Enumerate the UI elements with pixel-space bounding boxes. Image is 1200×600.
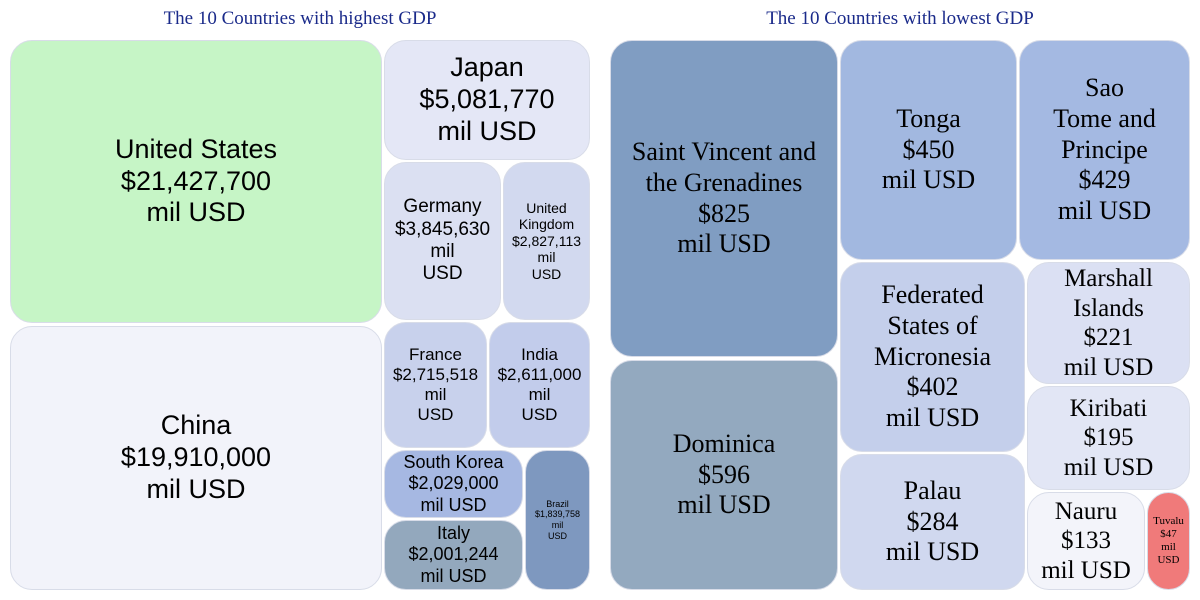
treemap-tile: Dominica $596 mil USD <box>610 360 838 590</box>
tile-gdp-value: $21,427,700 <box>120 165 272 196</box>
tile-country-name: Japan <box>450 52 524 83</box>
treemap-tile: India $2,611,000 mil USD <box>489 322 590 448</box>
tile-gdp-value: $429 <box>1078 165 1131 195</box>
tile-unit: mil USD <box>422 241 463 285</box>
tile-gdp-value: $3,845,630 <box>394 218 491 240</box>
treemap-tile: France $2,715,518 mil USD <box>384 322 487 448</box>
tile-country-name: Kiribati <box>1069 394 1148 422</box>
tile-country-name: Sao Tome and Principe <box>1053 73 1156 164</box>
treemap-tile: Marshall Islands $221 mil USD <box>1027 262 1190 384</box>
tile-gdp-value: $5,081,770 <box>419 84 555 115</box>
tile-unit: mil USD <box>881 165 976 195</box>
tile-gdp-value: $19,910,000 <box>120 442 272 473</box>
tile-country-name: Federated States of Micronesia <box>874 280 991 371</box>
lowest-gdp-title: The 10 Countries with lowest GDP <box>766 8 1034 29</box>
tile-unit: mil USD <box>531 249 562 282</box>
treemap-tile: Brazil $1,839,758 mil USD <box>525 450 590 590</box>
tile-unit: mil USD <box>547 520 567 541</box>
tile-country-name: Marshall Islands <box>1064 265 1153 322</box>
treemap-tile: South Korea $2,029,000 mil USD <box>384 450 523 518</box>
treemap-tile: Japan $5,081,770 mil USD <box>384 40 590 160</box>
tile-gdp-value: $47 <box>1160 528 1177 541</box>
tile-country-name: Saint Vincent and the Grenadines <box>631 137 817 197</box>
tile-unit: mil USD <box>1063 453 1154 481</box>
tile-unit: mil USD <box>1041 556 1131 584</box>
treemap-tile: Italy $2,001,244 mil USD <box>384 520 523 590</box>
treemap-tile: United Kingdom $2,827,113 mil USD <box>503 162 590 320</box>
tile-country-name: Dominica <box>672 428 776 458</box>
tile-country-name: India <box>521 344 558 364</box>
tile-gdp-value: $2,827,113 <box>511 232 582 249</box>
tile-gdp-value: $825 <box>698 198 750 228</box>
tile-unit: mil USD <box>146 197 246 228</box>
treemap-tile: Sao Tome and Principe $429 mil USD <box>1019 40 1190 260</box>
highest-gdp-title: The 10 Countries with highest GDP <box>163 8 437 29</box>
treemap-tile: Tuvalu $47 mil USD <box>1147 492 1190 590</box>
tile-gdp-value: $596 <box>698 459 750 489</box>
tile-unit: mil USD <box>677 229 771 259</box>
tile-gdp-value: $195 <box>1083 424 1134 452</box>
tile-country-name: Nauru <box>1054 497 1118 525</box>
treemap-tile: China $19,910,000 mil USD <box>10 326 382 590</box>
treemap-tile: United States $21,427,700 mil USD <box>10 40 382 323</box>
tile-gdp-value: $133 <box>1061 527 1111 555</box>
tile-country-name: United Kingdom <box>518 199 575 233</box>
tile-unit: mil USD <box>885 537 980 567</box>
treemap-tile: Tonga $450 mil USD <box>840 40 1017 260</box>
treemap-tile: Kiribati $195 mil USD <box>1027 386 1190 490</box>
tile-unit: mil USD <box>1063 353 1154 381</box>
tile-unit: mil USD <box>1157 541 1180 566</box>
tile-gdp-value: $402 <box>906 372 959 402</box>
tile-unit: mil USD <box>420 494 487 515</box>
treemap-tile: Federated States of Micronesia $402 mil USD <box>840 262 1025 452</box>
tile-gdp-value: $2,001,244 <box>408 544 499 565</box>
tile-unit: mil USD <box>146 473 246 504</box>
tile-gdp-value: $221 <box>1083 324 1134 351</box>
tile-unit: mil USD <box>885 403 980 433</box>
tile-unit: mil USD <box>1057 196 1152 226</box>
tile-gdp-value: $2,029,000 <box>408 473 499 494</box>
tile-unit: mil USD <box>420 565 487 586</box>
tile-gdp-value: $450 <box>902 134 955 164</box>
tile-unit: mil USD <box>521 385 558 425</box>
tile-gdp-value: $2,715,518 <box>392 364 479 384</box>
tile-unit: mil USD <box>437 115 537 146</box>
treemap-tile: Saint Vincent and the Grenadines $825 mil U… <box>610 40 838 357</box>
tile-gdp-value: $284 <box>906 506 959 536</box>
treemap-tile: Palau $284 mil USD <box>840 454 1025 590</box>
tile-country-name: France <box>409 344 462 364</box>
tile-country-name: Tonga <box>896 103 961 133</box>
tile-country-name: China <box>160 410 232 441</box>
tile-unit: mil USD <box>417 385 454 425</box>
tile-country-name: Brazil <box>546 498 569 509</box>
tile-country-name: South Korea <box>403 452 504 473</box>
treemap-tile: Nauru $133 mil USD <box>1027 492 1145 590</box>
tile-country-name: Italy <box>436 523 470 544</box>
tile-country-name: Tuvalu <box>1153 515 1184 528</box>
treemap-tile: Germany $3,845,630 mil USD <box>384 162 501 320</box>
tile-unit: mil USD <box>677 490 771 520</box>
tile-country-name: Palau <box>903 475 962 505</box>
tile-country-name: United States <box>114 133 278 164</box>
tile-gdp-value: $1,839,758 <box>534 509 581 520</box>
tile-gdp-value: $2,611,000 <box>497 364 582 384</box>
tile-country-name: Germany <box>403 196 482 218</box>
